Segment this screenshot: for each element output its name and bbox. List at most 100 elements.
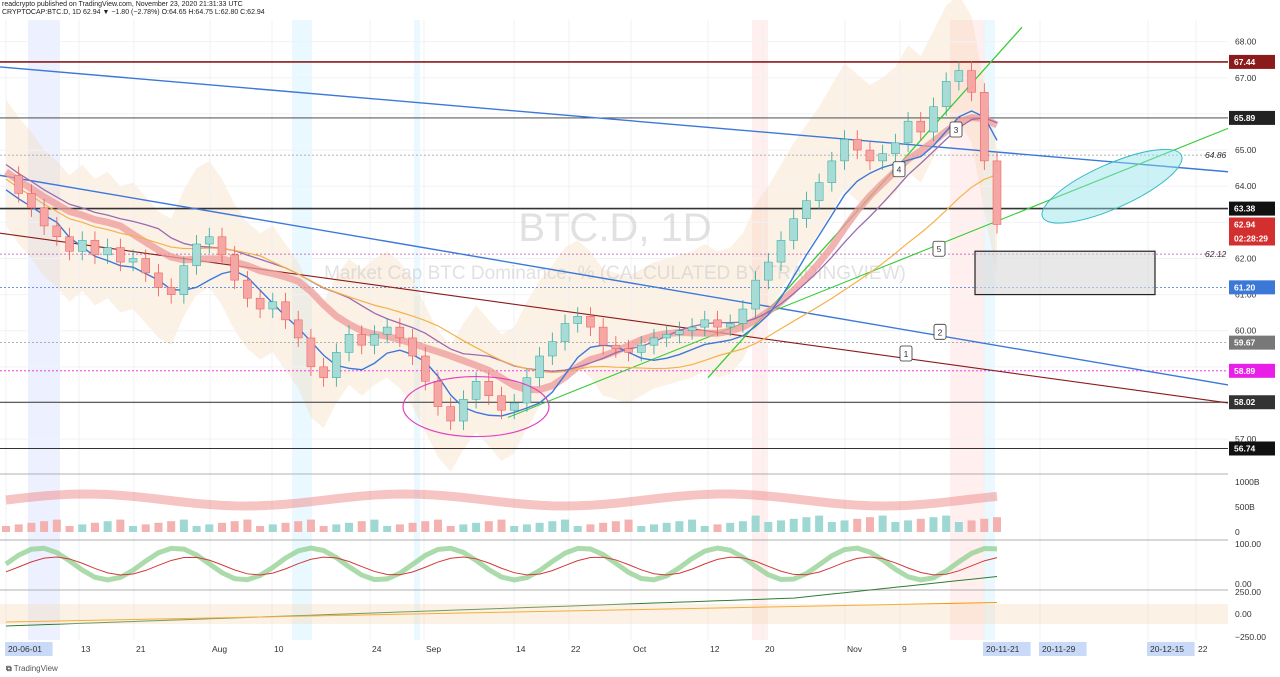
price-tick-label: 64.00 <box>1235 181 1257 191</box>
time-tick-label: 20-11-29 <box>1042 644 1076 654</box>
chart-header-symbol: CRYPTOCAP:BTC.D, 1D 62.94 ▼ −1.80 (−2.78… <box>2 9 265 16</box>
price-badge-label: 58.02 <box>1234 397 1256 407</box>
volume-bar <box>167 521 176 532</box>
volume-bar <box>573 526 582 532</box>
candle-body <box>764 261 773 281</box>
axis-value-label: 64.86 <box>1205 150 1227 160</box>
volume-bar <box>52 519 61 532</box>
price-pane[interactable]: 1 2 3 4 5 <box>0 26 1229 449</box>
volume-bar <box>942 515 951 532</box>
price-badge-label: 63.38 <box>1234 204 1256 214</box>
volume-bar <box>637 526 646 532</box>
candle-body <box>624 348 633 353</box>
volume-bar <box>675 521 684 532</box>
indicator-tick-label: 100.00 <box>1235 539 1261 549</box>
candle-body <box>827 160 837 183</box>
volume-bar <box>217 522 226 532</box>
time-tick-label: 14 <box>516 644 526 654</box>
candle-body <box>675 330 684 335</box>
volume-bar <box>993 517 1001 532</box>
candle-body <box>611 344 621 350</box>
price-badge <box>1229 441 1275 456</box>
candle-body <box>713 319 722 328</box>
candle-body <box>916 120 926 133</box>
candle-body <box>154 272 163 288</box>
time-badge <box>983 642 1031 656</box>
chart-grid <box>0 20 1228 640</box>
candle-body <box>776 240 786 263</box>
volume-bar <box>522 524 531 532</box>
candle-body <box>649 337 659 346</box>
candle-body <box>840 138 849 162</box>
time-tick-label: Sep <box>426 644 441 654</box>
candle-body <box>217 236 227 256</box>
volume-bar <box>27 522 36 532</box>
indicator-tick-label: 500B <box>1235 502 1255 512</box>
volume-bar <box>2 526 10 532</box>
volume-bar <box>40 521 49 532</box>
volume-bar <box>802 517 811 532</box>
callout-box <box>932 240 946 257</box>
price-badge-label: 02:28:29 <box>1234 233 1268 243</box>
time-badge <box>5 642 53 656</box>
volume-bar <box>764 522 773 532</box>
price-tick-label: 65.00 <box>1235 145 1257 155</box>
candle-body <box>103 247 112 256</box>
volume-bar <box>90 522 99 532</box>
candle-body <box>65 236 74 252</box>
candle-body <box>370 334 379 346</box>
volume-bar <box>713 524 722 532</box>
trend-line-lower <box>0 174 1229 386</box>
volume-bar <box>497 519 506 532</box>
watermark-symbol: BTC.D, 1D <box>518 206 711 250</box>
price-badge-label: 65.89 <box>1234 113 1256 123</box>
candle-body <box>205 236 214 245</box>
candle-body <box>484 381 494 396</box>
price-badge <box>1229 201 1275 216</box>
volume-bar <box>561 519 570 532</box>
callout-box <box>892 161 906 178</box>
volume-bar <box>738 521 747 532</box>
time-badge <box>1147 642 1195 656</box>
volume-bar <box>103 521 112 532</box>
volume-bar <box>726 522 735 532</box>
price-tick-label: 67.00 <box>1235 73 1257 83</box>
callout-box <box>933 323 947 340</box>
price-badge-label: 62.94 <box>1234 219 1256 229</box>
time-tick-label: 20 <box>765 644 775 654</box>
candle-body <box>433 381 443 407</box>
volume-bar <box>472 522 481 532</box>
volume-bar <box>904 520 913 532</box>
volume-band <box>5 489 998 511</box>
price-tick-label: 62.00 <box>1235 253 1257 263</box>
candle-body <box>967 70 976 93</box>
callout-label: 3 <box>954 125 959 135</box>
indicator-tick-label: −250.00 <box>1235 632 1266 642</box>
candle-body <box>116 247 125 263</box>
candle-body <box>90 240 100 256</box>
candle-body <box>471 381 481 400</box>
volume-bar <box>777 520 786 532</box>
watermark: BTC.D, 1D Market Cap BTC Dominance, % (C… <box>324 206 906 284</box>
session-band <box>985 20 995 640</box>
time-tick-label: 20-11-21 <box>986 644 1020 654</box>
axis-value-label: 62.12 <box>1205 249 1227 259</box>
momentum-line <box>5 576 998 627</box>
candle-body <box>725 323 735 328</box>
target-ellipse <box>1041 148 1183 224</box>
time-tick-label: 9 <box>902 644 907 654</box>
candle-body <box>586 316 595 328</box>
candle-body <box>408 337 417 357</box>
volume-bar <box>433 519 442 532</box>
candle-body <box>637 344 646 353</box>
volume-bar <box>980 518 989 532</box>
indicator-tick-label: 0 <box>1235 527 1240 537</box>
candle-body <box>497 395 506 411</box>
volume-bar <box>179 519 188 532</box>
candle-body <box>903 120 913 144</box>
volume-bar <box>929 517 938 532</box>
candle-body <box>243 279 252 299</box>
price-badge-label: 56.74 <box>1234 443 1256 453</box>
